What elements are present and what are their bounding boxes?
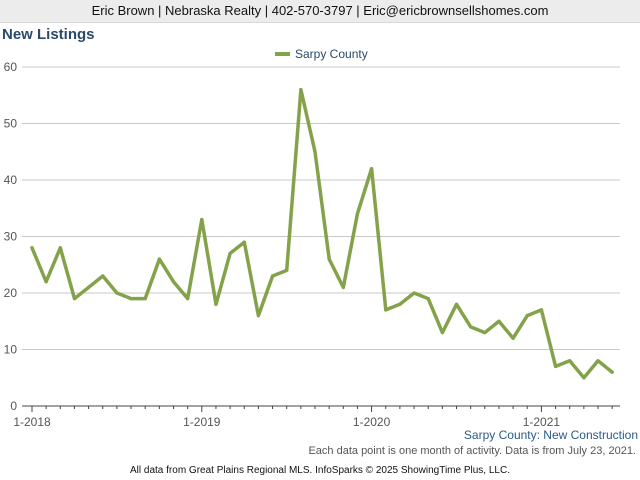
x-tick-label: 1-2020 xyxy=(353,415,391,429)
data-point xyxy=(582,376,586,380)
data-point xyxy=(454,302,459,306)
y-axis: 0 10 20 30 40 50 60 xyxy=(4,60,18,413)
data-point xyxy=(58,246,62,250)
data-point xyxy=(129,297,133,301)
data-point xyxy=(511,336,515,340)
data-point xyxy=(440,330,444,335)
y-tick-label: 60 xyxy=(4,60,18,74)
data-point xyxy=(285,268,289,272)
x-axis: 1-2018 1-2019 1-2020 1-2021 xyxy=(13,405,620,429)
data-point xyxy=(370,167,374,171)
data-point xyxy=(72,297,77,301)
data-point xyxy=(327,257,331,261)
data-point xyxy=(87,285,91,289)
data-point xyxy=(568,359,572,363)
y-tick-label: 0 xyxy=(10,399,17,413)
data-point xyxy=(30,246,34,250)
data-source-footer: All data from Great Plains Regional MLS.… xyxy=(130,465,510,476)
x-tick-label: 1-2021 xyxy=(523,415,561,429)
y-tick-label: 10 xyxy=(4,343,18,357)
data-point xyxy=(610,370,614,374)
y-tick-label: 20 xyxy=(4,286,18,300)
data-point xyxy=(270,274,275,278)
legend: Sarpy County xyxy=(275,47,368,61)
chart-footnote: Each data point is one month of activity… xyxy=(308,445,636,457)
data-point xyxy=(200,217,204,222)
legend-label: Sarpy County xyxy=(295,47,368,61)
data-point xyxy=(497,319,501,323)
contact-info: Eric Brown | Nebraska Realty | 402-570-3… xyxy=(91,3,549,18)
data-point xyxy=(341,285,345,289)
series-line-sarpy-county xyxy=(30,87,614,380)
data-point xyxy=(539,308,544,312)
data-point xyxy=(186,297,190,301)
y-tick-label: 30 xyxy=(4,230,18,244)
data-point xyxy=(483,330,487,335)
data-point xyxy=(256,314,260,318)
y-tick-label: 50 xyxy=(4,117,18,131)
data-point xyxy=(525,314,529,318)
data-point xyxy=(214,302,218,306)
data-point xyxy=(228,251,232,256)
x-tick-label: 1-2018 xyxy=(13,415,51,429)
data-point xyxy=(143,297,147,301)
data-point xyxy=(355,212,360,216)
line-chart: 0 10 20 30 40 50 60 1-2018 1-2019 1-2020 1-2021 S… xyxy=(4,47,620,429)
data-point xyxy=(171,280,176,284)
chart-title: New Listings xyxy=(2,26,95,43)
data-point xyxy=(398,302,402,306)
series-group xyxy=(30,87,614,380)
data-point xyxy=(412,291,416,295)
chart-subtitle: Sarpy County: New Construction xyxy=(463,428,638,442)
data-point xyxy=(596,359,600,363)
data-point xyxy=(115,291,119,295)
data-point xyxy=(101,274,105,278)
data-point xyxy=(384,308,388,312)
data-point xyxy=(44,280,48,284)
data-point xyxy=(242,240,246,244)
y-tick-label: 40 xyxy=(4,173,18,187)
header-contact-bar: Eric Brown | Nebraska Realty | 402-570-3… xyxy=(0,0,640,23)
x-tick-label: 1-2019 xyxy=(183,415,221,429)
data-point xyxy=(553,364,558,369)
data-point xyxy=(157,257,161,261)
data-point xyxy=(299,88,303,92)
data-point xyxy=(426,297,430,301)
data-point xyxy=(469,325,473,329)
data-point xyxy=(313,150,317,154)
